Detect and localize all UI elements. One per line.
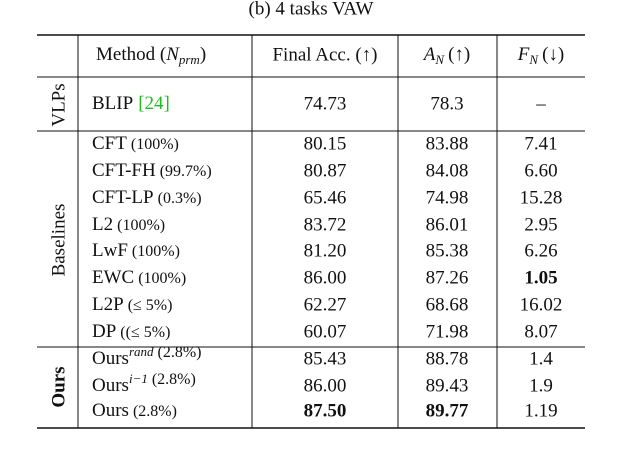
value-cell: 1.9 [529, 375, 553, 396]
method-name: LwF [92, 240, 128, 261]
method-cell: Oursrand (2.8%) [92, 344, 202, 370]
method-name: BLIP [92, 93, 133, 114]
value-cell: 8.07 [524, 321, 557, 342]
value-cell: 81.20 [304, 240, 347, 261]
method-note: (100%) [117, 217, 165, 234]
value-cell: 88.78 [426, 348, 469, 369]
method-name: L2 [92, 214, 113, 235]
value-cell: 78.3 [430, 93, 463, 114]
value-cell: – [535, 93, 546, 114]
method-note: (2.8%) [152, 371, 196, 388]
value-cell: 6.26 [524, 240, 557, 261]
method-cell: Oursi−1 (2.8%) [92, 371, 196, 397]
header-final-acc: Final Acc. (↑) [272, 44, 377, 65]
header-text: Method ( [96, 44, 166, 65]
method-name: L2P [92, 294, 124, 315]
value-cell: 62.27 [304, 294, 347, 315]
header-var: F [517, 44, 530, 65]
method-name: Ours [92, 375, 129, 396]
header-var: N [165, 44, 180, 65]
value-cell: 86.00 [304, 375, 347, 396]
value-cell: 74.98 [426, 187, 469, 208]
header-method: Method (Nprm) [96, 44, 206, 67]
value-cell: 85.38 [426, 240, 469, 261]
method-note: (99.7%) [160, 163, 212, 180]
method-name: CFT [92, 133, 127, 154]
value-cell: 80.15 [304, 133, 347, 154]
method-cell: EWC (100%) [92, 267, 186, 288]
method-cell: CFT-LP (0.3%) [92, 187, 202, 208]
method-note: (≤ 5%) [128, 297, 173, 314]
group-label: VLPs [48, 83, 69, 126]
method-cell: L2 (100%) [92, 214, 165, 235]
method-note: (0.3%) [158, 190, 202, 207]
value-cell: 71.98 [426, 321, 469, 342]
value-cell: 7.41 [524, 133, 557, 154]
method-note: ((≤ 5%) [120, 324, 170, 341]
method-note: (2.8%) [158, 344, 202, 361]
method-name: EWC [92, 267, 134, 288]
method-cell: LwF (100%) [92, 240, 180, 261]
group-label: Baselines [48, 204, 69, 277]
caption: (b) 4 tasks VAW [249, 0, 374, 19]
value-cell: 65.46 [304, 187, 347, 208]
method-cell: CFT-FH (99.7%) [92, 160, 212, 181]
value-cell: 16.02 [520, 294, 563, 315]
header-arrow: (↓) [542, 44, 564, 65]
value-cell: 87.50 [304, 400, 347, 421]
header-an: AN (↑) [422, 44, 470, 67]
value-cell: 84.08 [426, 160, 469, 181]
value-cell: 1.05 [524, 267, 557, 288]
value-cell: 2.95 [524, 214, 557, 235]
value-cell: 85.43 [304, 348, 347, 369]
method-cell: BLIP [24] [92, 93, 170, 114]
method-cell: DP ((≤ 5%) [92, 321, 170, 342]
header-fn: FN (↓) [517, 44, 564, 67]
method-note: (100%) [132, 243, 180, 260]
value-cell: 83.72 [304, 214, 347, 235]
value-cell: 74.73 [304, 93, 347, 114]
value-cell: 68.68 [426, 294, 469, 315]
method-sup: i−1 [129, 371, 148, 386]
header-text: ) [200, 44, 206, 65]
header-sub: N [528, 52, 539, 67]
method-cell: Ours (2.8%) [92, 400, 177, 421]
header-sub: N [434, 52, 445, 67]
method-name: Ours [92, 348, 129, 369]
header-sub: prm [178, 52, 200, 67]
value-cell: 60.07 [304, 321, 347, 342]
method-cell: L2P (≤ 5%) [92, 294, 172, 315]
value-cell: 89.43 [426, 375, 469, 396]
method-name: CFT-FH [92, 160, 156, 181]
header-arrow: (↑) [448, 44, 470, 65]
value-cell: 86.00 [304, 267, 347, 288]
citation: [24] [138, 93, 170, 114]
value-cell: 83.88 [426, 133, 469, 154]
group-label: Ours [48, 366, 69, 407]
value-cell: 86.01 [426, 214, 469, 235]
value-cell: 1.4 [529, 348, 553, 369]
method-name: DP [92, 321, 116, 342]
value-cell: 15.28 [520, 187, 563, 208]
value-cell: 89.77 [426, 400, 469, 421]
method-sup: rand [129, 344, 154, 359]
value-cell: 80.87 [304, 160, 347, 181]
value-cell: 1.19 [524, 400, 557, 421]
value-cell: 6.60 [524, 160, 557, 181]
method-note: (100%) [138, 270, 186, 287]
method-note: (2.8%) [133, 403, 177, 420]
method-name: CFT-LP [92, 187, 154, 208]
header-var: A [422, 44, 436, 65]
method-cell: CFT (100%) [92, 133, 179, 154]
value-cell: 87.26 [426, 267, 469, 288]
method-note: (100%) [131, 136, 179, 153]
method-name: Ours [92, 400, 129, 421]
